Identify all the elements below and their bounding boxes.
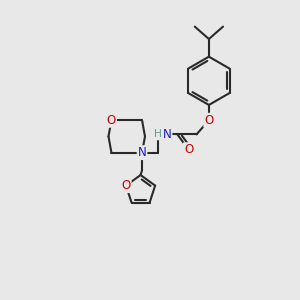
Text: H: H	[154, 129, 162, 140]
Text: N: N	[138, 146, 146, 159]
Text: O: O	[204, 114, 214, 127]
Text: N: N	[163, 128, 172, 141]
Text: O: O	[107, 114, 116, 127]
Text: O: O	[122, 179, 130, 192]
Text: O: O	[184, 143, 193, 156]
